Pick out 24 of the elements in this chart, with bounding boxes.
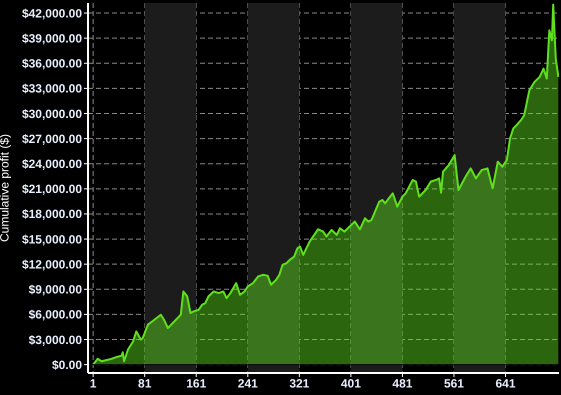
x-tick-label: 161 bbox=[186, 376, 207, 391]
y-tick-label: $6,000.00 bbox=[28, 308, 82, 322]
y-tick-label: $18,000.00 bbox=[22, 207, 82, 222]
x-tick-label: 81 bbox=[138, 376, 152, 391]
y-tick-label: $0.00 bbox=[52, 358, 82, 372]
y-tick-label: $39,000.00 bbox=[22, 31, 82, 46]
x-tick-label: 321 bbox=[289, 376, 310, 391]
x-tick-label: 561 bbox=[444, 376, 464, 391]
x-tick-label: 401 bbox=[340, 376, 362, 391]
x-tick-label: 641 bbox=[496, 376, 516, 391]
x-tick-label: 241 bbox=[238, 376, 258, 391]
y-tick-label: $15,000.00 bbox=[22, 232, 82, 246]
x-tick-label: 1 bbox=[90, 376, 97, 391]
y-tick-label: $33,000.00 bbox=[22, 82, 82, 96]
y-tick-label: $42,000.00 bbox=[22, 6, 82, 20]
y-tick-label: $12,000.00 bbox=[22, 257, 82, 272]
y-tick-label: $3,000.00 bbox=[28, 332, 82, 347]
x-tick-label: 481 bbox=[392, 376, 413, 391]
y-tick-label: $9,000.00 bbox=[28, 282, 82, 297]
y-tick-label: $21,000.00 bbox=[22, 182, 82, 196]
y-tick-label: $36,000.00 bbox=[22, 56, 82, 71]
y-tick-label: $30,000.00 bbox=[22, 106, 82, 121]
y-tick-label: $24,000.00 bbox=[22, 156, 82, 171]
y-tick-label: $27,000.00 bbox=[22, 132, 82, 146]
